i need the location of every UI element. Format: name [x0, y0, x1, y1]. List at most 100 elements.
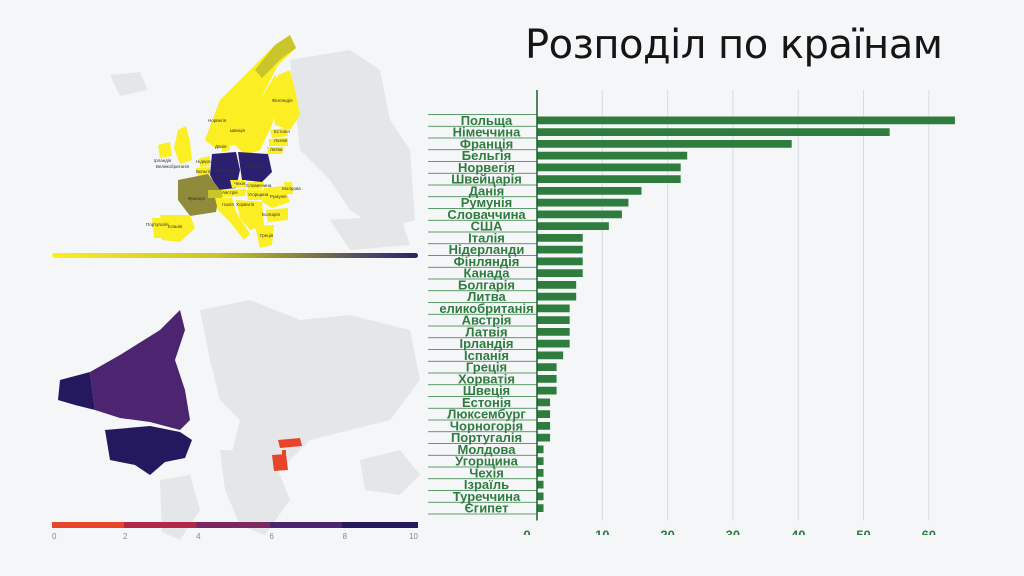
map-label-lithuania: Литва — [270, 147, 283, 152]
region-bulgaria — [266, 208, 288, 222]
region-hungary — [246, 190, 264, 200]
map-label-slovakia: Словаччина — [246, 183, 272, 188]
bar — [537, 328, 570, 336]
bar — [537, 198, 629, 207]
map-label-croatia: Хорватія — [236, 202, 255, 207]
bar — [537, 363, 557, 371]
map-label-italy: Італія — [222, 202, 234, 207]
map-background-land — [360, 450, 420, 495]
region-italy — [215, 198, 250, 240]
world-legend-ticks: 0 2 4 6 8 10 — [52, 532, 419, 540]
category-label: Іспанія — [464, 348, 509, 363]
category-label: Нідерланди — [449, 242, 525, 257]
region-belgium — [196, 167, 210, 176]
bar — [537, 504, 544, 512]
category-label: Польща — [461, 113, 513, 128]
map-label-ireland: Ірландія — [154, 158, 172, 163]
region-usa — [105, 426, 192, 475]
bar — [537, 151, 688, 160]
region-spain — [160, 215, 195, 242]
category-label: Болгарія — [458, 277, 515, 292]
region-romania — [262, 186, 290, 208]
category-label: еликобританія — [439, 301, 533, 316]
region-estonia — [270, 128, 288, 138]
map-label-sweden: Швеція — [230, 128, 246, 133]
region-poland — [238, 152, 272, 182]
world-map: 0 2 4 6 8 10 — [52, 300, 420, 540]
category-label: Туреччина — [453, 489, 521, 504]
world-legend-segment — [270, 522, 344, 528]
bar — [537, 492, 544, 501]
map-label-spain: Іспанія — [168, 224, 183, 229]
map-label-moldova: Молдова — [282, 186, 301, 191]
region-austria — [220, 189, 246, 197]
map-background-land — [290, 50, 415, 230]
map-label-romania: Румунія — [270, 194, 287, 199]
bar — [537, 222, 609, 230]
category-label: Німеччина — [453, 125, 521, 140]
map-label-poland: Польща — [246, 163, 263, 168]
region-latvia — [269, 138, 288, 146]
x-tick-label: 0 — [523, 528, 530, 536]
bar — [537, 386, 557, 395]
region-switzerland — [208, 190, 222, 198]
bar — [537, 116, 955, 125]
x-tick-label: 10 — [595, 528, 609, 536]
map-background-land — [220, 450, 290, 535]
category-label: Чехія — [469, 465, 504, 480]
category-label: Словаччина — [447, 207, 526, 222]
category-label: Хорватія — [458, 371, 515, 386]
europe-country-labels: Норвегія Швеція Фінляндія Естонія Латвія… — [146, 98, 301, 238]
page-title: Розподіл по країнам — [525, 22, 943, 68]
region-canada — [90, 310, 190, 430]
bar — [537, 257, 583, 266]
region-portugal — [152, 218, 162, 238]
category-label: Бельгія — [462, 148, 511, 163]
bar — [537, 351, 564, 360]
bar — [537, 163, 681, 172]
category-label: Греція — [466, 360, 507, 375]
bar — [537, 445, 544, 454]
map-background-land — [200, 300, 420, 480]
bar — [537, 339, 570, 348]
region-denmark — [220, 138, 230, 152]
category-label: Єгипет — [465, 501, 509, 516]
region-balkans — [236, 200, 264, 230]
chart-category-labels: ПольщаНімеччинаФранціяБельгіяНорвегіяШве… — [439, 113, 533, 516]
region-greece — [255, 225, 274, 248]
category-label: Молдова — [458, 442, 517, 457]
chart-bars — [537, 116, 955, 512]
bar — [537, 245, 583, 254]
category-label: Норвегія — [458, 160, 515, 175]
world-legend-tick: 10 — [409, 532, 418, 540]
map-label-czechia: Чехія — [234, 181, 246, 186]
category-label: Естонія — [462, 395, 511, 410]
x-tick-label: 30 — [726, 528, 740, 536]
chart-grid — [428, 90, 930, 521]
bar — [537, 269, 583, 277]
region-egypt — [272, 454, 288, 471]
region-netherlands — [200, 156, 210, 167]
x-tick-label: 40 — [791, 528, 805, 536]
world-legend-tick: 6 — [269, 532, 274, 540]
category-label: Данія — [469, 183, 505, 198]
map-label-finland: Фінляндія — [272, 98, 293, 103]
bar — [537, 187, 642, 195]
bar — [537, 469, 544, 477]
region-lithuania — [267, 147, 284, 154]
bar — [537, 410, 551, 418]
map-label-germany: Німеччина — [214, 168, 236, 173]
region-norway-north — [255, 35, 296, 78]
category-label: Швейцарія — [451, 172, 522, 187]
world-legend-segment — [196, 522, 270, 528]
bar — [537, 375, 557, 383]
x-tick-label: 20 — [660, 528, 674, 536]
category-label: Ізраїль — [464, 477, 509, 492]
category-label: Швеція — [463, 383, 510, 398]
region-czechia — [230, 180, 246, 188]
region-uk — [174, 126, 192, 164]
map-background-land — [160, 475, 200, 540]
region-turkey — [278, 438, 302, 448]
world-legend-tick: 8 — [343, 532, 348, 540]
bar — [537, 304, 570, 313]
